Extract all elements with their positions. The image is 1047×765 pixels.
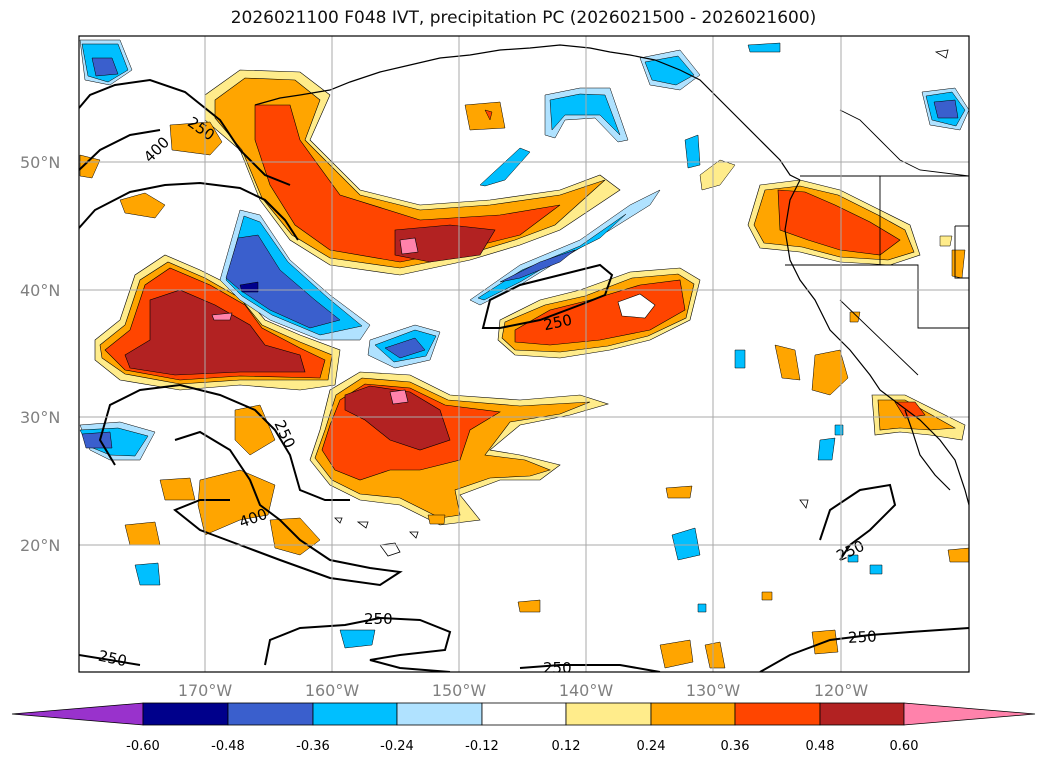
- colorbar-segment-upper-extend: [903, 702, 1036, 726]
- contour-label: 250: [364, 610, 393, 628]
- lon-label: 120°W: [814, 681, 869, 700]
- colorbar-tick-label: 0.60: [890, 739, 919, 754]
- map-frame: [78, 35, 970, 673]
- latitude-labels: 50°N 40°N 30°N 20°N: [20, 153, 60, 555]
- positive-anomaly-north-pacific: [204, 69, 621, 276]
- colorbar-segment: [227, 702, 314, 726]
- colorbar-segment-lower-extend: [11, 702, 144, 726]
- lon-label: 140°W: [559, 681, 614, 700]
- colorbar-segment: [565, 702, 652, 726]
- colorbar-tick-label: -0.24: [380, 739, 414, 754]
- lon-label: 130°W: [686, 681, 741, 700]
- colorbar-segment: [312, 702, 398, 726]
- lat-label: 50°N: [20, 153, 60, 172]
- colorbar-segment: [396, 702, 483, 726]
- colorbar-segment: [734, 702, 821, 726]
- lon-label: 170°W: [178, 681, 233, 700]
- colorbar-tick-label: 0.48: [806, 739, 835, 754]
- longitude-labels: 170°W 160°W 150°W 140°W 130°W 120°W: [178, 681, 869, 700]
- ivt-contours: [79, 78, 969, 672]
- borders: [785, 109, 969, 376]
- positive-anomaly-west: [94, 254, 341, 391]
- map-title: 2026021100 F048 IVT, precipitation PC (2…: [230, 8, 817, 28]
- lat-label: 40°N: [20, 281, 60, 300]
- colorbar-tick-label: 0.12: [552, 739, 581, 754]
- positive-anomaly-coast: [747, 179, 966, 441]
- lat-label: 30°N: [20, 408, 60, 427]
- colorbar-tick-label: 0.36: [721, 739, 750, 754]
- contour-label: 250: [543, 659, 572, 677]
- contour-label: 250: [542, 311, 574, 335]
- map-area: 400 250 250 400 250 250 250 250 250 250: [79, 36, 969, 677]
- islands: [334, 49, 949, 557]
- colorbar-tick-label: -0.12: [465, 739, 499, 754]
- colorbar-segment: [481, 702, 567, 726]
- lon-label: 150°W: [432, 681, 487, 700]
- colorbar-tick-label: -0.48: [211, 739, 245, 754]
- colorbar-tick-label: 0.24: [637, 739, 666, 754]
- coastline: [254, 44, 969, 506]
- negative-anomaly-blobs: [79, 39, 969, 649]
- colorbar-tick-labels: -0.60 -0.48 -0.36 -0.24 -0.12 0.12 0.24 …: [126, 739, 918, 754]
- colorbar-segment: [819, 702, 905, 726]
- colorbar-tick-label: -0.36: [296, 739, 330, 754]
- contour-label: 250: [97, 647, 129, 671]
- gridlines: [79, 36, 969, 672]
- colorbar-segment: [650, 702, 736, 726]
- lon-label: 160°W: [305, 681, 360, 700]
- colorbar: [11, 702, 1036, 726]
- colorbar-tick-label: -0.60: [126, 739, 160, 754]
- colorbar-segment: [142, 702, 229, 726]
- contour-label: 250: [848, 627, 878, 646]
- lat-label: 20°N: [20, 536, 60, 555]
